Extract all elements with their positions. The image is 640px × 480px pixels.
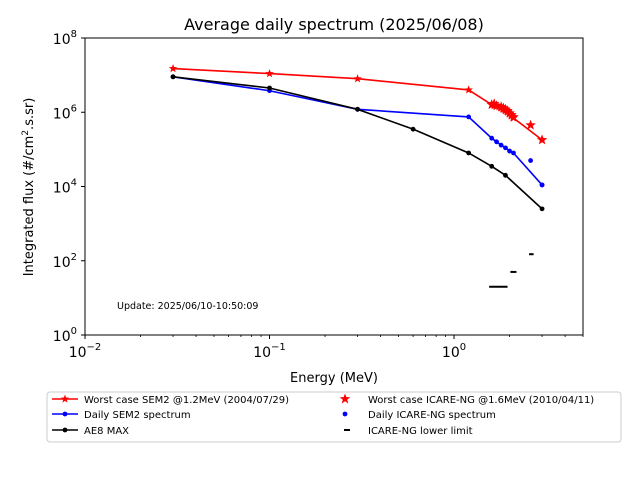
- legend-label: AE8 MAX: [84, 426, 129, 437]
- data-point: [170, 74, 176, 80]
- data-point: [466, 114, 472, 120]
- legend-item: AE8 MAX: [52, 426, 129, 437]
- data-point: [528, 158, 533, 163]
- data-point: [494, 139, 499, 145]
- series-5: [489, 253, 534, 288]
- legend-box: [46, 391, 622, 443]
- plot-area: [168, 64, 548, 288]
- data-point: [410, 126, 416, 132]
- legend-marker: [62, 411, 68, 417]
- series-line: [172, 76, 543, 210]
- data-point: [511, 150, 516, 156]
- data-point: [488, 98, 500, 109]
- data-point: [504, 107, 515, 118]
- data-point: [498, 142, 504, 148]
- data-point: [267, 85, 272, 91]
- data-point: [539, 182, 545, 188]
- series-2: [170, 74, 545, 212]
- data-point: [464, 85, 473, 94]
- data-point: [489, 163, 495, 169]
- data-point: [353, 74, 362, 83]
- data-point: [466, 150, 472, 156]
- series-1: [170, 74, 545, 188]
- data-point: [265, 69, 274, 78]
- legend-item: Worst case ICARE-NG @1.6MeV (2010/04/11): [339, 393, 594, 406]
- y-tick-label: 102: [53, 252, 77, 271]
- data-point: [539, 206, 545, 212]
- y-axis-label: Integrated flux (#/cm2.s.sr): [21, 98, 37, 277]
- legend-label: Daily ICARE-NG spectrum: [368, 410, 496, 421]
- data-point: [525, 119, 536, 130]
- x-axis: 10−2 10−1 100: [69, 335, 584, 361]
- data-point: [502, 105, 513, 116]
- data-point: [168, 64, 178, 73]
- legend-label: ICARE-NG lower limit: [368, 426, 473, 437]
- y-axis: 100 102 104 106 108: [53, 29, 85, 345]
- legend-marker: [62, 427, 68, 433]
- legend-label: Daily SEM2 spectrum: [84, 410, 191, 421]
- legend: Worst case SEM2 @1.2MeV (2004/07/29) Dail…: [52, 393, 594, 437]
- legend-marker: [60, 394, 70, 403]
- series-3: [486, 98, 548, 145]
- y-tick-label: 104: [53, 178, 77, 197]
- y-tick-label: 108: [53, 29, 77, 48]
- data-point: [489, 135, 495, 141]
- x-tick-label: 10−2: [69, 342, 102, 361]
- data-point: [506, 109, 517, 120]
- data-point: [536, 134, 548, 145]
- y-tick-label: 100: [53, 326, 77, 345]
- legend-item: Daily ICARE-NG spectrum: [342, 410, 496, 421]
- x-tick-label: 10−1: [253, 342, 286, 361]
- x-tick-label: 100: [442, 342, 466, 361]
- legend-marker: [342, 411, 348, 417]
- y-tick-label: 106: [53, 103, 77, 122]
- data-point: [355, 106, 360, 112]
- legend-item: ICARE-NG lower limit: [344, 426, 473, 437]
- legend-item: Daily SEM2 spectrum: [52, 410, 191, 421]
- plot-frame: [84, 37, 584, 336]
- x-axis-label: Energy (MeV): [290, 371, 378, 386]
- series-4: [528, 158, 545, 188]
- legend-item: Worst case SEM2 @1.2MeV (2004/07/29): [52, 394, 289, 406]
- data-point: [508, 111, 519, 122]
- data-point: [503, 172, 508, 178]
- update-annotation: Update: 2025/06/10-10:50:09: [117, 301, 258, 312]
- data-point: [507, 148, 512, 154]
- data-point: [503, 145, 508, 151]
- legend-label: Worst case SEM2 @1.2MeV (2004/07/29): [84, 395, 289, 406]
- legend-label: Worst case ICARE-NG @1.6MeV (2010/04/11): [368, 395, 594, 406]
- legend-marker: [339, 393, 351, 404]
- series-line: [172, 76, 543, 186]
- chart-title: Average daily spectrum (2025/06/08): [184, 15, 484, 34]
- data-point: [500, 103, 511, 114]
